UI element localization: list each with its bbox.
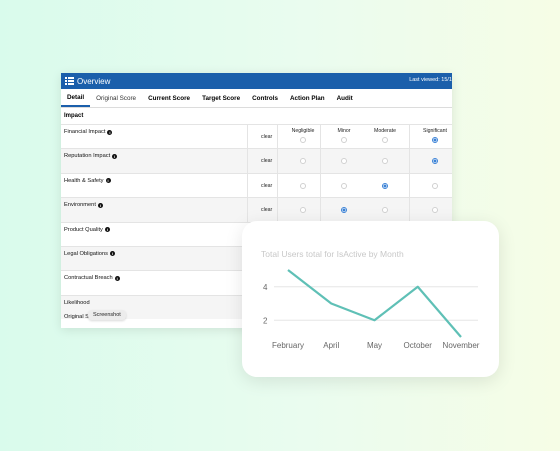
y-tick-label: 2 <box>263 316 268 325</box>
impact-radio[interactable] <box>432 207 438 214</box>
column-divider <box>247 149 248 173</box>
column-divider <box>277 173 278 198</box>
chart-card: Total Users total for IsActive by Month … <box>242 221 499 377</box>
impact-radio[interactable] <box>341 207 347 214</box>
impact-radio[interactable] <box>382 137 388 143</box>
column-header: Significant <box>423 128 447 134</box>
window-title: Overview <box>77 76 111 86</box>
tab-bar: Detail Original Score Current Score Targ… <box>61 89 452 108</box>
row-label: Environment i <box>64 202 103 208</box>
impact-radio[interactable] <box>382 182 388 189</box>
x-tick-label: February <box>272 341 304 350</box>
row-label: Likelihood <box>64 300 90 306</box>
row-label: Legal Obligations i <box>64 251 115 257</box>
tab-target-score[interactable]: Target Score <box>202 94 241 102</box>
info-icon[interactable]: i <box>105 178 111 184</box>
column-divider <box>247 173 248 198</box>
x-tick-label: November <box>443 341 480 350</box>
impact-radio[interactable] <box>432 182 438 189</box>
tab-current-score[interactable]: Current Score <box>148 94 191 102</box>
last-viewed: Last viewed: 15/1 <box>409 77 452 83</box>
row-label-text: Health & Safety <box>64 177 104 184</box>
table-row: Reputation Impact i clear <box>61 149 452 174</box>
column-header: Negligible <box>291 128 315 134</box>
row-label-text: Likelihood <box>64 299 90 306</box>
impact-radio[interactable] <box>341 137 347 143</box>
chart-title: Total Users total for IsActive by Month <box>261 249 404 259</box>
column-divider <box>277 149 278 173</box>
tab-audit[interactable]: Audit <box>336 94 353 102</box>
column-divider <box>247 125 248 149</box>
table-row: Health & Safety i clear <box>61 173 452 199</box>
column-divider <box>409 125 410 149</box>
column-divider <box>277 198 278 222</box>
impact-radio[interactable] <box>300 137 306 143</box>
impact-radio[interactable] <box>300 207 306 214</box>
title-bar: Overview Last viewed: 15/1 <box>61 73 452 89</box>
original-score-label: Original Score <box>64 314 101 321</box>
list-icon <box>65 77 74 85</box>
impact-radio[interactable] <box>382 207 388 214</box>
line-chart: 2 4 February April May October November <box>263 269 480 350</box>
tab-detail[interactable]: Detail <box>61 89 91 107</box>
impact-radio[interactable] <box>432 137 438 143</box>
tab-action-plan[interactable]: Action Plan <box>289 94 325 102</box>
row-label-text: Financial Impact <box>64 129 106 135</box>
column-header: Minor <box>337 128 351 134</box>
clear-button[interactable]: clear <box>261 182 273 189</box>
tab-original-score[interactable]: Original Score <box>96 94 137 102</box>
column-divider <box>320 173 321 198</box>
column-header: Moderate <box>374 128 396 134</box>
table-row: Financial Impact i clear Negligible Minor Mod… <box>61 125 452 150</box>
info-icon[interactable]: i <box>114 275 120 281</box>
impact-radio[interactable] <box>432 158 438 165</box>
row-label: Contractual Breach i <box>64 275 120 281</box>
row-label-text: Environment <box>64 202 96 209</box>
y-tick-label: 4 <box>263 283 268 292</box>
tab-controls[interactable]: Controls <box>252 94 278 102</box>
column-divider <box>409 198 410 222</box>
section-heading: Impact <box>61 108 452 125</box>
row-label-text: Product Quality <box>64 226 103 233</box>
row-label: Health & Safety i <box>64 178 111 184</box>
clear-button[interactable]: clear <box>261 134 273 140</box>
column-divider <box>320 125 321 149</box>
info-icon[interactable]: i <box>109 251 115 257</box>
x-tick-label: October <box>404 341 433 350</box>
info-icon[interactable]: i <box>112 153 118 159</box>
impact-radio[interactable] <box>341 158 347 165</box>
impact-radio[interactable] <box>300 182 306 189</box>
column-divider <box>409 173 410 198</box>
row-label-text: Legal Obligations <box>64 250 108 257</box>
row-label-text: Reputation Impact <box>64 153 111 160</box>
info-icon[interactable]: i <box>104 227 110 233</box>
row-label: Reputation Impact i <box>64 153 118 160</box>
x-tick-label: May <box>367 341 382 350</box>
impact-radio[interactable] <box>382 158 388 165</box>
column-divider <box>247 198 248 222</box>
series-line <box>287 269 462 338</box>
row-label-text: Contractual Breach <box>64 275 113 282</box>
table-row: Environment i clear <box>61 198 452 223</box>
column-divider <box>277 125 278 149</box>
impact-radio[interactable] <box>300 158 306 165</box>
row-label: Product Quality i <box>64 227 110 233</box>
clear-button[interactable]: clear <box>261 158 273 165</box>
column-divider <box>320 198 321 222</box>
row-label: Financial Impact i <box>64 129 113 135</box>
info-icon[interactable]: i <box>107 129 113 135</box>
x-tick-label: April <box>323 341 339 350</box>
screenshot-tooltip: Screenshot <box>88 310 126 320</box>
impact-radio[interactable] <box>341 182 347 189</box>
clear-button[interactable]: clear <box>261 207 273 214</box>
column-divider <box>320 149 321 173</box>
column-divider <box>409 149 410 173</box>
info-icon[interactable]: i <box>97 202 103 208</box>
